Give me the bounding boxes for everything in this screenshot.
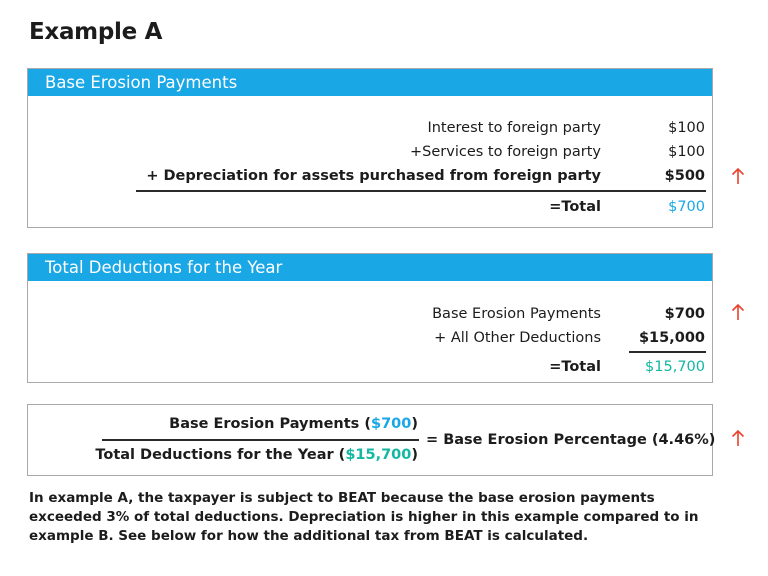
line-item-label: Interest to foreign party [427, 120, 601, 136]
denominator-value: $15,700 [345, 447, 412, 463]
line-item-label: Base Erosion Payments [432, 306, 601, 322]
base-erosion-payments-panel: Base Erosion Payments Interest to foreig… [27, 68, 713, 228]
line-item-label: + Depreciation for assets purchased from… [146, 168, 601, 184]
total-rule [629, 351, 706, 353]
line-item-amount: $700 [664, 306, 705, 322]
fraction-denominator: Total Deductions for the Year ($15,700) [95, 445, 418, 465]
arrow-up-icon [731, 429, 745, 446]
line-item-amount: $100 [668, 120, 705, 136]
numerator-close: ) [411, 416, 418, 432]
line-item-amount: $100 [668, 144, 705, 160]
total-amount: $15,700 [645, 359, 705, 375]
result-text: = Base Erosion Percentage (4.46%) [426, 432, 716, 448]
fraction-numerator: Base Erosion Payments ($700) [169, 414, 418, 434]
base-erosion-percentage-panel: Base Erosion Payments ($700) Total Deduc… [27, 404, 716, 476]
panel-header: Base Erosion Payments [28, 69, 712, 96]
line-item-label: + All Other Deductions [434, 330, 601, 346]
total-rule [136, 190, 706, 192]
arrow-up-icon [731, 167, 745, 184]
page-title: Example A [29, 19, 163, 45]
denominator-close: ) [411, 447, 418, 463]
panel-header: Total Deductions for the Year [28, 254, 712, 281]
explanation-note: In example A, the taxpayer is subject to… [29, 490, 699, 544]
line-item-amount: $500 [664, 168, 705, 184]
arrow-up-icon [731, 303, 745, 320]
numerator-label: Base Erosion Payments ( [169, 416, 371, 432]
line-item-label: +Services to foreign party [410, 144, 601, 160]
total-amount: $700 [668, 199, 705, 215]
numerator-value: $700 [371, 416, 412, 432]
fraction-bar [102, 439, 419, 441]
total-label: =Total [549, 199, 601, 215]
total-label: =Total [549, 359, 601, 375]
denominator-label: Total Deductions for the Year ( [95, 447, 346, 463]
total-deductions-panel: Total Deductions for the Year Base Erosi… [27, 253, 713, 383]
line-item-amount: $15,000 [638, 330, 705, 346]
